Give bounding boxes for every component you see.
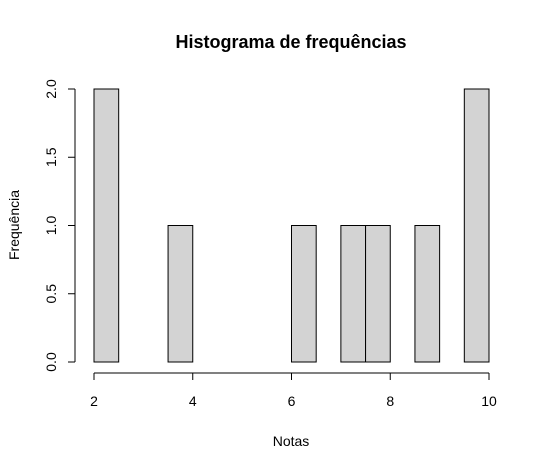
histogram-bar (340, 225, 367, 363)
histogram-bar (291, 225, 317, 363)
x-axis-tick-label: 2 (90, 393, 98, 409)
histogram-bar (365, 225, 391, 363)
x-axis-tick-label: 4 (189, 393, 197, 409)
y-axis-label: Frequência (6, 190, 22, 260)
bars-group (93, 88, 490, 363)
x-axis-tick-label: 6 (288, 393, 296, 409)
y-axis-tick-label: 0.5 (43, 284, 59, 304)
x-axis-label: Notas (273, 433, 310, 449)
x-axis: 2 4 6 8 10 (90, 372, 497, 409)
histogram-bar (463, 88, 490, 363)
histogram-bar (93, 88, 120, 363)
y-axis-tick-label: 2.0 (43, 79, 59, 99)
histogram-bar (414, 225, 441, 363)
y-axis-tick-label: 1.5 (43, 147, 59, 167)
y-axis-tick-label: 1.0 (43, 216, 59, 236)
y-axis-tick-label: 0.0 (43, 352, 59, 372)
chart-title: Histograma de frequências (175, 32, 406, 52)
x-axis-tick-label: 10 (481, 393, 497, 409)
x-axis-tick-label: 8 (386, 393, 394, 409)
y-axis: 0.0 0.5 1.0 1.5 2.0 (43, 79, 76, 372)
histogram-bar (167, 225, 194, 363)
